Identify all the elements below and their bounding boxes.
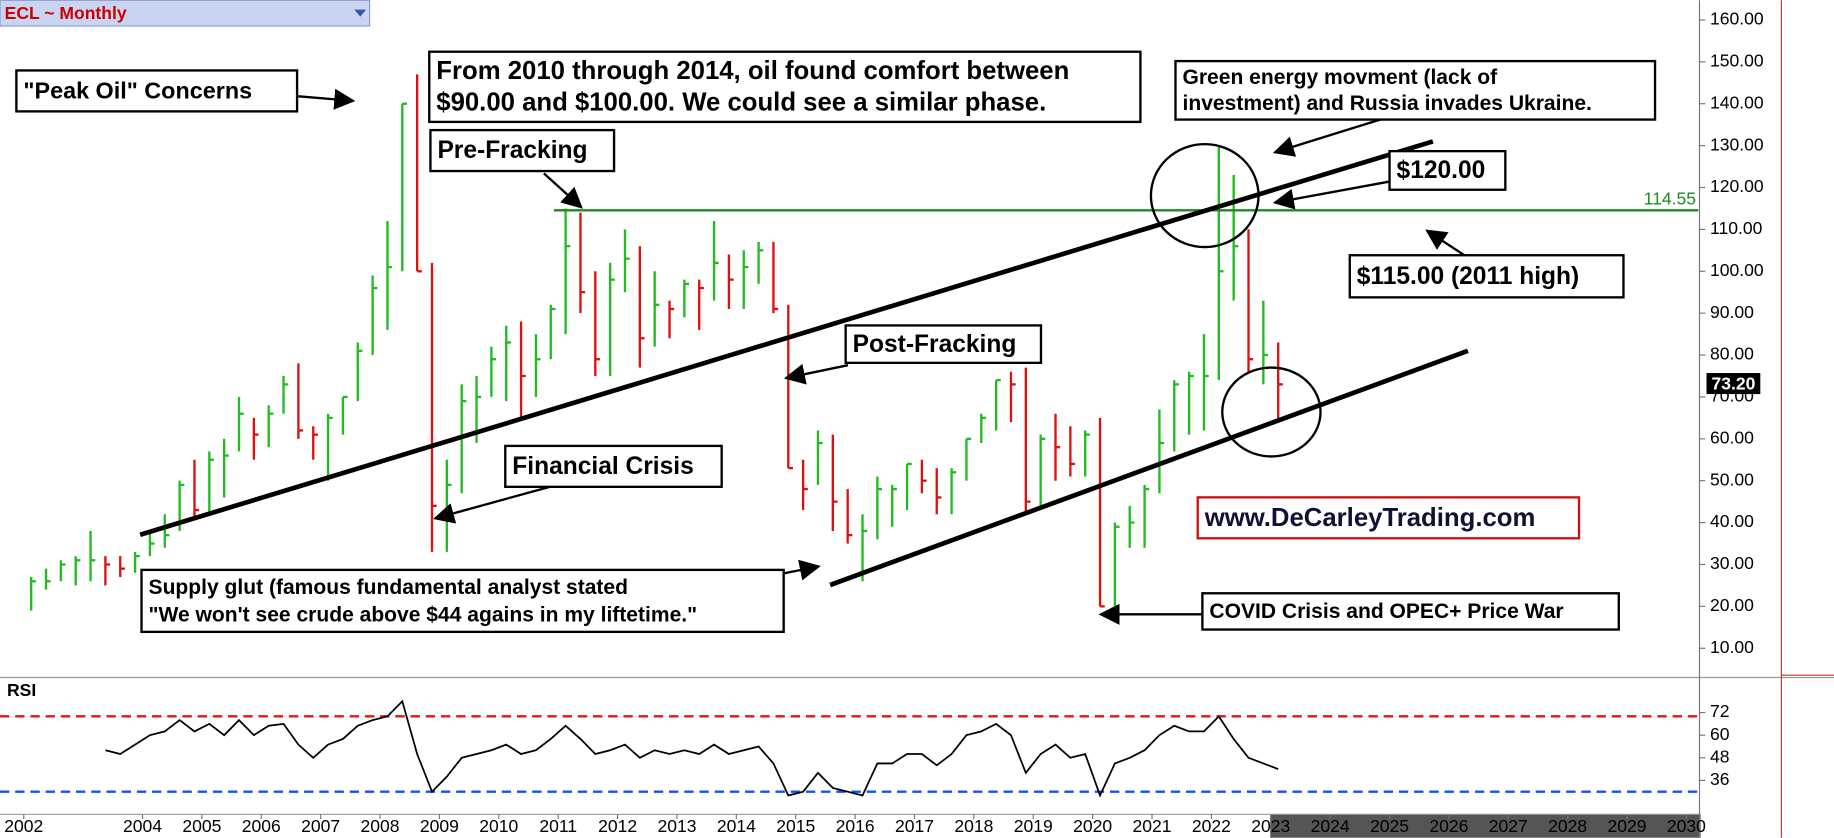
annotation-arrow (1425, 229, 1466, 257)
rsi-tick-label: 60 (1710, 724, 1730, 744)
y-tick-label: 130.00 (1710, 134, 1764, 154)
annotation-arrow (1272, 180, 1390, 210)
annotation-text: investment) and Russia invades Ukraine. (1183, 92, 1592, 115)
y-tick-label: 30.00 (1710, 553, 1754, 573)
annotation-text: COVID Crisis and OPEC+ Price War (1209, 600, 1563, 623)
x-tick-label: 2009 (420, 816, 459, 836)
x-tick-label: 2007 (301, 816, 340, 836)
annotation-text: Supply glut (famous fundamental analyst … (149, 576, 628, 599)
y-tick-label: 100.00 (1710, 260, 1764, 280)
y-tick-label: 50.00 (1710, 469, 1754, 489)
annotation-arrow (783, 363, 849, 385)
x-tick-label: 2017 (895, 816, 934, 836)
x-tick-label: 2005 (182, 816, 221, 836)
last-price-label: 73.20 (1711, 373, 1755, 393)
x-tick-label: 2022 (1192, 816, 1231, 836)
annotation-box (1388, 149, 1507, 191)
y-tick-label: 120.00 (1710, 176, 1764, 196)
future-axis-band (1270, 814, 1701, 838)
rsi-line (105, 699, 1279, 798)
rsi-tick-label: 36 (1710, 769, 1730, 789)
dropdown-arrow[interactable] (354, 9, 367, 17)
annotation-box (428, 50, 1142, 124)
annotation-box (140, 568, 785, 634)
highlight-circle (1221, 366, 1322, 458)
x-tick-label: 2029 (1608, 816, 1647, 836)
annotation-arrow (1272, 118, 1381, 157)
y-tick-label: 110.00 (1710, 218, 1763, 238)
annotation-box (1201, 592, 1620, 631)
annotation-box (1348, 254, 1625, 299)
y-tick-label: 20.00 (1710, 595, 1754, 615)
x-tick-label: 2011 (539, 816, 577, 836)
x-tick-label: 2025 (1370, 816, 1409, 836)
x-tick-label: 2012 (598, 816, 637, 836)
annotation-text: $90.00 and $100.00. We could see a simil… (436, 89, 1046, 117)
annotation-text: Green energy movment (lack of (1183, 66, 1499, 89)
x-tick-label: 2023 (1251, 816, 1290, 836)
y-tick-label: 40.00 (1710, 511, 1754, 531)
price-pane: 10.0020.0030.0040.0050.0060.0070.0080.00… (4, 9, 1764, 836)
y-tick-label: 90.00 (1710, 302, 1754, 322)
annotation-arrow (783, 559, 821, 581)
x-tick-label: 2010 (479, 816, 518, 836)
x-tick-label: 2002 (4, 816, 43, 836)
symbol-header: ECL ~ Monthly (5, 3, 127, 23)
y-tick-label: 80.00 (1710, 344, 1754, 364)
x-tick-label: 2024 (1311, 816, 1350, 836)
y-tick-label: 140.00 (1710, 92, 1764, 112)
annotation-text: $115.00 (2011 high) (1357, 263, 1579, 290)
x-tick-label: 2019 (1014, 816, 1053, 836)
annotation-box (429, 128, 616, 173)
annotation-text: Pre-Fracking (437, 137, 587, 164)
annotation-box (1196, 496, 1581, 540)
y-tick-label: 60.00 (1710, 427, 1754, 447)
x-tick-label: 2020 (1073, 816, 1112, 836)
x-tick-label: 2030 (1667, 816, 1706, 836)
last-price-tag (1706, 373, 1761, 395)
y-tick-label: 10.00 (1710, 637, 1754, 657)
annotation-text: $120.00 (1397, 157, 1486, 184)
symbol-selector[interactable] (0, 0, 371, 27)
y-tick-label: 160.00 (1710, 9, 1764, 29)
annotation-box (844, 324, 1043, 365)
highlight-circle (1149, 142, 1260, 249)
x-tick-label: 2008 (361, 816, 400, 836)
annotation-text: Post-Fracking (853, 331, 1017, 358)
y-tick-label: 150.00 (1710, 50, 1764, 70)
resistance-label: 114.55 (1644, 188, 1697, 208)
x-tick-label: 2016 (836, 816, 875, 836)
x-tick-label: 2026 (1429, 816, 1468, 836)
x-tick-label: 2006 (242, 816, 281, 836)
rsi-title: RSI (7, 680, 36, 700)
trendline (829, 348, 1469, 588)
trendline (139, 139, 1434, 537)
annotation-text: From 2010 through 2014, oil found comfor… (436, 57, 1069, 85)
x-tick-label: 2028 (1548, 816, 1587, 836)
rsi-tick-label: 48 (1710, 746, 1730, 766)
rsi-tick-label: 72 (1710, 701, 1730, 721)
annotation-box (15, 69, 299, 113)
x-tick-label: 2015 (776, 816, 815, 836)
annotation-text: Financial Crisis (512, 453, 693, 480)
annotation-arrow (433, 485, 551, 524)
annotation-text: "We won't see crude above $44 agains in … (149, 603, 698, 626)
annotations: "Peak Oil" Concerns From 2010 through 201… (15, 50, 1657, 634)
x-tick-label: 2013 (657, 816, 696, 836)
annotation-arrow (296, 88, 356, 110)
x-tick-label: 2021 (1133, 816, 1172, 836)
annotation-box (504, 444, 723, 489)
annotation-box (1174, 59, 1657, 121)
x-tick-label: 2018 (954, 816, 993, 836)
annotation-arrow (543, 172, 583, 209)
annotation-text: "Peak Oil" Concerns (23, 77, 252, 103)
x-tick-label: 2027 (1489, 816, 1528, 836)
x-tick-label: 2004 (123, 816, 162, 836)
annotation-text: www.DeCarleyTrading.com (1204, 504, 1536, 532)
x-tick-label: 2014 (717, 816, 756, 836)
